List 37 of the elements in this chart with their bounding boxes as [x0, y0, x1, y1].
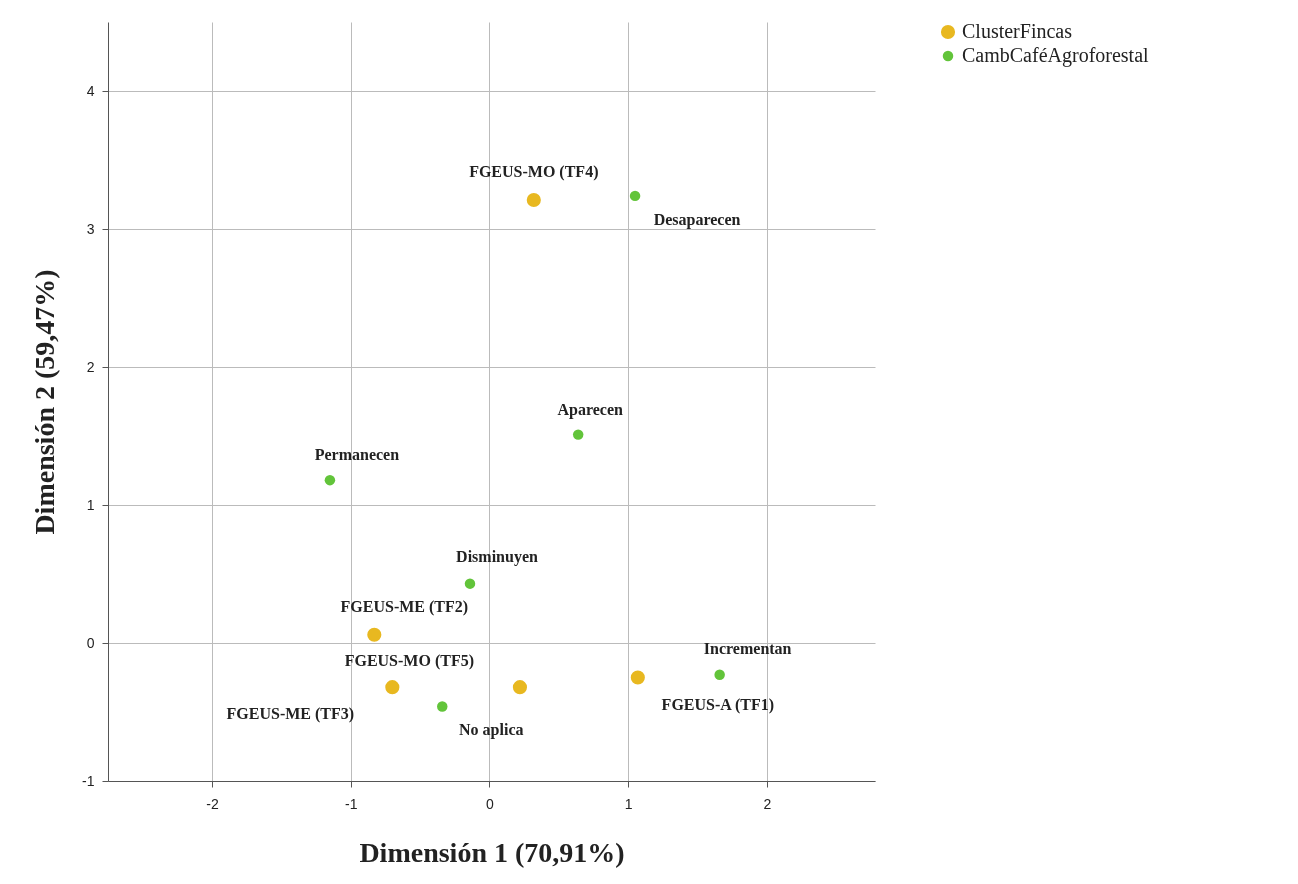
- y-tick-label: 3: [86, 220, 95, 237]
- annotation: FGEUS-MO (TF5): [344, 652, 474, 671]
- annotation: FGEUS-ME (TF3): [226, 705, 355, 724]
- y-tick-label: 0: [86, 634, 95, 651]
- y-tick-label: 1: [86, 496, 95, 513]
- annotation: FGEUS-ME (TF2): [340, 597, 469, 616]
- point: [512, 680, 527, 695]
- x-tick-label: 2: [763, 795, 772, 812]
- y-tick-label: -1: [82, 772, 95, 789]
- annotation: Aparecen: [557, 400, 624, 419]
- annotation: Disminuyen: [456, 547, 538, 566]
- point: [572, 429, 584, 440]
- x-tick-label: -1: [344, 795, 358, 812]
- x-tick-label: 0: [486, 795, 495, 812]
- legend-label: ClusterFincas: [962, 20, 1073, 42]
- point: [324, 474, 336, 486]
- y-tick-label: 2: [86, 358, 95, 375]
- x-tick-label: 1: [624, 795, 633, 812]
- annotation: FGEUS-A (TF1): [661, 695, 775, 714]
- y-tick-label: 4: [86, 82, 95, 99]
- annotation: No aplica: [459, 721, 524, 740]
- annotation: Permanecen: [314, 446, 400, 464]
- point: [630, 670, 645, 685]
- annotation: Desaparecen: [653, 210, 741, 229]
- point: [437, 701, 448, 712]
- point: [526, 192, 541, 208]
- x-tick-label: -2: [206, 795, 219, 812]
- point: [714, 669, 725, 680]
- x-axis-title: Dimensión 1 (70,91%): [359, 836, 625, 868]
- legend-label: CambCaféAgroforestal: [962, 44, 1150, 67]
- point: [629, 190, 641, 202]
- point: [367, 627, 382, 642]
- annotation: FGEUS-MO (TF4): [469, 163, 599, 182]
- point: [464, 578, 476, 589]
- point: [385, 680, 400, 695]
- annotation: Incrementan: [703, 639, 792, 657]
- y-axis-title: Dimensión 2 (59,47%): [29, 269, 61, 535]
